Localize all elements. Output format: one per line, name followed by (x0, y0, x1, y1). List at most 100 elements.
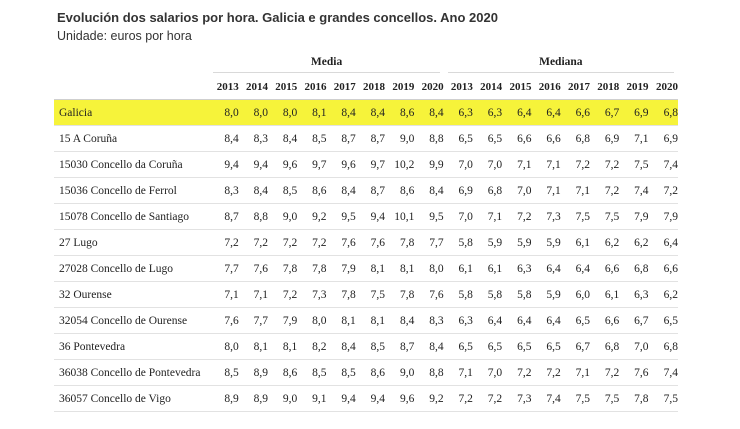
group-header-mediana: Mediana (444, 50, 678, 74)
media-value-cell: 8,4 (209, 125, 239, 152)
mediana-value-cell: 7,9 (619, 203, 649, 230)
mediana-value-cell: 6,3 (443, 307, 473, 334)
mediana-value-cell: 6,4 (648, 229, 678, 256)
row-name: 27 Lugo (54, 229, 210, 256)
mediana-value-cell: 6,6 (502, 125, 532, 152)
mediana-value-cell: 7,4 (619, 177, 649, 204)
row-name: 36038 Concello de Pontevedra (54, 359, 210, 386)
mediana-value-cell: 7,9 (648, 203, 678, 230)
mediana-value-cell: 7,2 (502, 359, 532, 386)
media-value-cell: 8,6 (355, 359, 386, 386)
media-value-cell: 7,6 (238, 255, 268, 282)
table-row: Galicia 8,0 8,0 8,0 8,1 8,4 8,4 8,6 8,4 6,3 6,3 6,4… (54, 99, 678, 126)
row-name: 15078 Concello de Santiago (54, 203, 210, 230)
media-value-cell: 7,8 (326, 281, 356, 308)
mediana-value-cell: 7,0 (472, 151, 503, 178)
mediana-value-cell: 6,8 (472, 177, 503, 204)
mediana-value-cell: 6,0 (560, 281, 590, 308)
mediana-value-cell: 7,2 (443, 385, 473, 412)
mediana-value-cell: 6,6 (589, 255, 620, 282)
media-value-cell: 8,3 (414, 307, 444, 334)
mediana-value-cell: 6,6 (648, 255, 678, 282)
mediana-value-cell: 7,1 (472, 203, 503, 230)
media-value-cell: 8,0 (297, 307, 327, 334)
media-value-cell: 9,0 (385, 359, 415, 386)
mediana-value-cell: 7,2 (648, 177, 678, 204)
year-header-row: 2013 2014 2015 2016 2017 2018 2019 2020 2013 2014… (54, 74, 678, 100)
row-name: 32 Ourense (54, 281, 210, 308)
mediana-value-cell: 7,1 (443, 359, 473, 386)
media-value-cell: 8,8 (238, 203, 268, 230)
year-header-mediana-2019: 2019 (619, 74, 649, 100)
media-value-cell: 7,2 (267, 281, 298, 308)
mediana-value-cell: 7,1 (531, 151, 561, 178)
media-value-cell: 9,7 (297, 151, 327, 178)
row-name: 15030 Concello da Coruña (54, 151, 210, 178)
media-value-cell: 10,1 (385, 203, 415, 230)
mediana-value-cell: 6,4 (531, 99, 561, 126)
media-value-cell: 7,6 (414, 281, 444, 308)
media-value-cell: 7,5 (355, 281, 386, 308)
media-value-cell: 8,5 (326, 359, 356, 386)
salary-table: Media Mediana 2013 2014 2015 2016 2017 2018 20… (54, 50, 678, 412)
media-value-cell: 8,5 (297, 359, 327, 386)
mediana-value-cell: 6,5 (443, 333, 473, 360)
mediana-value-cell: 5,8 (502, 281, 532, 308)
media-value-cell: 8,4 (238, 177, 268, 204)
mediana-value-cell: 6,8 (648, 333, 678, 360)
mediana-value-cell: 7,0 (502, 177, 532, 204)
media-value-cell: 7,9 (326, 255, 356, 282)
media-value-cell: 8,7 (355, 125, 386, 152)
year-header-mediana-2014: 2014 (472, 74, 503, 100)
mediana-value-cell: 5,8 (443, 229, 473, 256)
media-value-cell: 10,2 (385, 151, 415, 178)
media-value-cell: 7,6 (355, 229, 386, 256)
media-value-cell: 8,4 (326, 333, 356, 360)
media-value-cell: 9,5 (414, 203, 444, 230)
media-value-cell: 9,4 (238, 151, 268, 178)
media-value-cell: 8,8 (414, 125, 444, 152)
media-value-cell: 9,5 (326, 203, 356, 230)
page-subtitle: Unidade: euros por hora (57, 29, 192, 43)
media-value-cell: 9,0 (385, 125, 415, 152)
mediana-value-cell: 7,2 (560, 151, 590, 178)
mediana-value-cell: 7,2 (531, 359, 561, 386)
media-value-cell: 9,2 (414, 385, 444, 412)
mediana-value-cell: 6,3 (502, 255, 532, 282)
table-row: 15036 Concello de Ferrol 8,3 8,4 8,5 8,6 8,4 8… (54, 177, 678, 204)
table-row: 36 Pontevedra 8,0 8,1 8,1 8,2 8,4 8,5 8,7 8,4 6,5… (54, 333, 678, 360)
media-value-cell: 8,5 (355, 333, 386, 360)
media-value-cell: 7,6 (209, 307, 239, 334)
media-value-cell: 9,0 (267, 203, 298, 230)
group-header-row: Media Mediana (54, 50, 678, 74)
media-value-cell: 8,5 (297, 125, 327, 152)
mediana-value-cell: 6,6 (531, 125, 561, 152)
year-header-media-2016: 2016 (297, 74, 327, 100)
mediana-value-cell: 7,5 (589, 203, 620, 230)
mediana-value-cell: 6,5 (472, 333, 503, 360)
corner-cell (54, 74, 210, 100)
media-value-cell: 8,4 (326, 99, 356, 126)
mediana-value-cell: 6,7 (560, 333, 590, 360)
mediana-value-cell: 7,1 (502, 151, 532, 178)
media-value-cell: 8,9 (209, 385, 239, 412)
mediana-value-cell: 6,8 (560, 125, 590, 152)
media-value-cell: 8,4 (385, 307, 415, 334)
table-row: 32054 Concello de Ourense 7,6 7,7 7,9 8,0 8,1… (54, 307, 678, 334)
mediana-value-cell: 6,7 (619, 307, 649, 334)
mediana-value-cell: 7,5 (648, 385, 678, 412)
media-value-cell: 7,2 (209, 229, 239, 256)
mediana-value-cell: 6,9 (648, 125, 678, 152)
media-value-cell: 8,1 (355, 307, 386, 334)
row-name: 15 A Coruña (54, 125, 210, 152)
media-value-cell: 8,1 (297, 99, 327, 126)
media-value-cell: 8,4 (267, 125, 298, 152)
media-value-cell: 7,7 (414, 229, 444, 256)
media-value-cell: 8,1 (385, 255, 415, 282)
mediana-value-cell: 7,4 (648, 151, 678, 178)
media-value-cell: 8,6 (267, 359, 298, 386)
media-value-cell: 8,1 (267, 333, 298, 360)
media-value-cell: 8,0 (238, 99, 268, 126)
group-header-media: Media (209, 50, 443, 74)
mediana-value-cell: 6,5 (648, 307, 678, 334)
